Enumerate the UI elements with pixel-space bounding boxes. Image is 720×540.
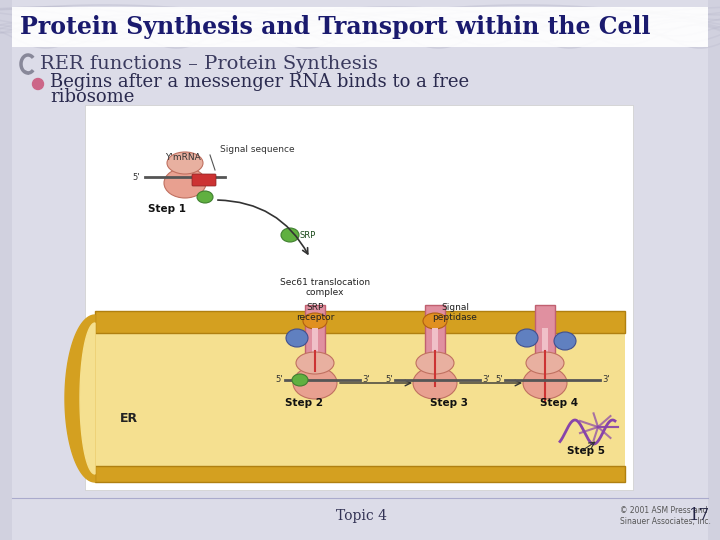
Text: Step 2: Step 2: [285, 398, 323, 408]
Text: 5': 5': [275, 375, 282, 384]
Text: Y'mRNA: Y'mRNA: [165, 153, 201, 162]
Ellipse shape: [286, 329, 308, 347]
Ellipse shape: [413, 367, 457, 399]
Text: Step 4: Step 4: [540, 398, 578, 408]
Bar: [12, 7, 708, 47]
Bar: [542, 328, 548, 383]
Bar: [95, 466, 625, 482]
Text: Sec61 translocation
complex: Sec61 translocation complex: [280, 278, 370, 298]
Ellipse shape: [293, 367, 337, 399]
Text: Step 5: Step 5: [567, 446, 605, 456]
Text: Protein Synthesis and Transport within the Cell: Protein Synthesis and Transport within t…: [20, 15, 650, 39]
Ellipse shape: [523, 367, 567, 399]
Text: 3': 3': [362, 375, 369, 384]
Bar: [535, 305, 555, 388]
FancyBboxPatch shape: [192, 174, 216, 186]
Ellipse shape: [423, 313, 447, 329]
Text: Begins after a messenger RNA binds to a free: Begins after a messenger RNA binds to a …: [50, 73, 469, 91]
Text: SRP: SRP: [300, 231, 316, 240]
Bar: [425, 305, 445, 388]
Text: ER: ER: [120, 412, 138, 425]
Bar: [85, 105, 633, 490]
Bar: [305, 305, 325, 388]
Ellipse shape: [167, 152, 203, 174]
Text: 5': 5': [495, 375, 503, 384]
Ellipse shape: [281, 228, 299, 242]
Text: 3': 3': [602, 375, 610, 384]
Bar: [432, 328, 438, 383]
Circle shape: [32, 78, 43, 90]
Text: Step 1: Step 1: [148, 204, 186, 214]
Bar: [708, 0, 720, 540]
Text: Topic 4: Topic 4: [336, 509, 387, 523]
Text: Step 3: Step 3: [430, 398, 468, 408]
Polygon shape: [65, 315, 95, 482]
Ellipse shape: [197, 191, 213, 203]
Ellipse shape: [303, 313, 327, 329]
Text: Signal sequence: Signal sequence: [220, 145, 294, 154]
Ellipse shape: [526, 352, 564, 374]
Text: ribosome: ribosome: [50, 88, 135, 106]
Bar: [95, 333, 625, 482]
Text: 17: 17: [689, 508, 711, 524]
Ellipse shape: [296, 352, 334, 374]
Ellipse shape: [554, 332, 576, 350]
Text: RER functions – Protein Synthesis: RER functions – Protein Synthesis: [40, 55, 378, 73]
Bar: [0, 0, 12, 540]
Text: SRP
receptor: SRP receptor: [296, 303, 334, 322]
Polygon shape: [80, 323, 95, 474]
Ellipse shape: [516, 329, 538, 347]
Ellipse shape: [164, 168, 206, 198]
Ellipse shape: [292, 374, 308, 386]
Text: © 2001 ASM Press and
Sinauer Associates, Inc.: © 2001 ASM Press and Sinauer Associates,…: [620, 507, 711, 526]
Text: 5': 5': [385, 375, 392, 384]
Text: Signal
peptidase: Signal peptidase: [433, 303, 477, 322]
Text: 5': 5': [132, 172, 140, 181]
Bar: [95, 311, 625, 333]
Bar: [312, 328, 318, 383]
Ellipse shape: [416, 352, 454, 374]
Text: 3': 3': [482, 375, 490, 384]
